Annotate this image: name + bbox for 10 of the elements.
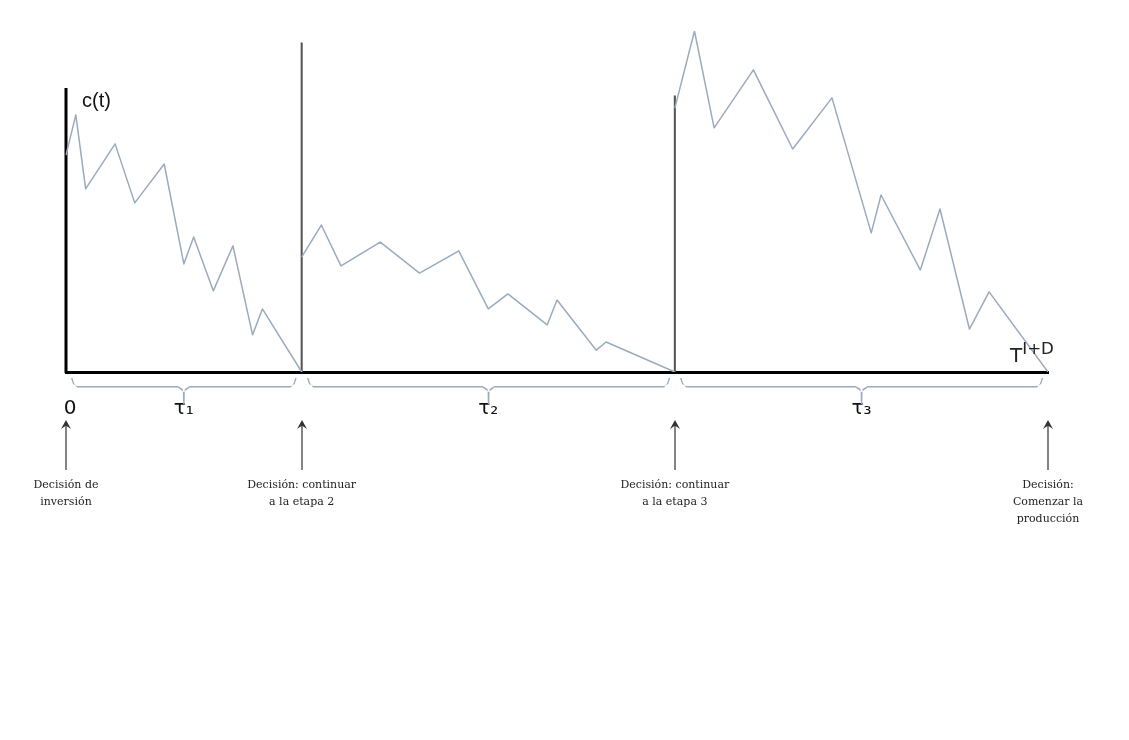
x-tick-label: τ₃: [851, 395, 872, 419]
x-tick-label: τ₂: [478, 395, 499, 419]
x-tick-label: 0: [63, 395, 77, 419]
text: Decisión de inversión: [32, 477, 100, 510]
y-axis-title: c(t): [82, 88, 111, 111]
annotation: T$^{I+D}$: [1010, 338, 1054, 367]
x-tick-label: τ₁: [173, 395, 194, 419]
text: Decisión: continuar a la etapa 3: [619, 477, 730, 510]
text: Decisión: Comenzar la producción: [1011, 477, 1085, 527]
text: Decisión: continuar a la etapa 2: [246, 477, 357, 510]
